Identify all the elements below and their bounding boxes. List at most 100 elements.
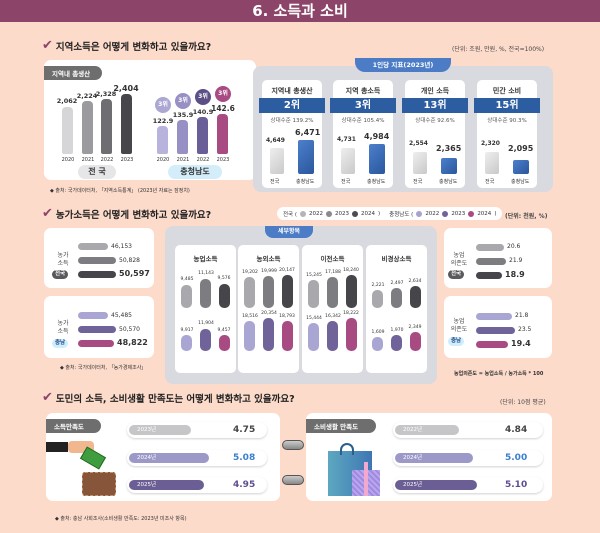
hbar-value: 18.9: [505, 270, 525, 279]
national-value: 2,554: [409, 140, 428, 147]
hbar-value: 50,570: [119, 326, 140, 333]
dependency-label: 농업 의존도: [450, 252, 468, 267]
detail-value: 1,970: [390, 328, 404, 333]
relative-level: 상대수준 92.6%: [415, 118, 455, 124]
detail-card-title: 농외소득: [256, 255, 281, 263]
detail-value: 18,240: [343, 268, 359, 273]
chungnam-value: 2,365: [436, 144, 462, 153]
section2-source: ◆ 출처: 국가데이터처, 「농가경제조사」: [60, 365, 147, 371]
hbar: [476, 327, 515, 334]
detail-card-title: 이전소득: [320, 255, 345, 263]
year-label: 2022: [100, 157, 114, 163]
detail-value: 9,576: [217, 276, 231, 281]
dependency-formula: 농업의존도 = 농업소득 / 농가소득 * 100: [454, 371, 544, 377]
detail-card: 비경상소득 2,221 2,497 2,634 1,609 1,970 2,34…: [366, 245, 427, 373]
detail-value: 15,444: [306, 316, 322, 321]
hbar: [78, 271, 116, 278]
detail-value: 18,793: [279, 314, 295, 319]
hbar: [476, 272, 502, 279]
sat-value: 4.84: [505, 425, 528, 435]
national-value: 4,649: [266, 137, 285, 144]
legend-dot-icon: [300, 210, 307, 217]
sat-value: 5.10: [505, 480, 528, 490]
nat-grdp-bar: [62, 107, 73, 154]
detail-value: 2,634: [408, 279, 422, 284]
nat-grdp-bar: [101, 99, 112, 154]
detail-value: 9,485: [180, 277, 194, 282]
rank-badge: 3위: [155, 97, 171, 113]
national-value: 4,731: [337, 136, 356, 143]
national-caption: 전국: [413, 179, 423, 185]
cn-grdp-bar: [157, 126, 168, 154]
hbar-value: 21.9: [509, 257, 523, 264]
nat-grdp-value: 2,224: [76, 92, 98, 100]
nat-grdp-bar: [121, 94, 132, 154]
chungnam-tag: 충남: [52, 339, 69, 348]
chungnam-caption: 충청남도: [367, 179, 386, 185]
detail-card: 농업소득 9,485 11,143 9,576 9,917 11,904 9,4…: [175, 245, 236, 373]
rank-bar: 13위: [402, 98, 468, 113]
year-label: 2021: [176, 157, 190, 163]
detail-bar: [263, 276, 274, 308]
detail-value: 2,497: [390, 281, 404, 286]
detail-value: 11,143: [198, 271, 214, 276]
detail-value: 16,342: [325, 314, 341, 319]
detail-card: 농외소득 19,202 19,999 20,147 18,516 20,354 …: [238, 245, 299, 373]
detail-value: 2,221: [371, 283, 385, 288]
sat-year-bar: 2025년: [129, 480, 204, 490]
chungnam-caption: 충청남도: [296, 179, 315, 185]
chungnam-cube-icon: [441, 158, 457, 174]
cn-grdp-value: 140.9: [192, 108, 214, 116]
rank-badge: 3위: [215, 86, 231, 102]
national-caption: 전국: [485, 179, 495, 185]
farm-income-label: 농가 소득: [57, 252, 69, 267]
national-tag: 전국: [448, 270, 465, 279]
rank-bar: 3위: [330, 98, 396, 113]
detail-card-title: 농업소득: [193, 255, 218, 263]
detail-bar: [263, 318, 274, 351]
detail-bar: [282, 275, 293, 308]
hbar-value: 50,828: [119, 257, 140, 264]
year-label: 2020: [61, 157, 75, 163]
detail-bar: [200, 279, 211, 308]
sat-year-bar: 2023년: [129, 425, 191, 435]
national-caption: 전국: [270, 179, 280, 185]
chungnam-value: 2,095: [508, 144, 534, 153]
relative-level: 상대수준 105.4%: [341, 118, 385, 124]
detail-value: 19,999: [261, 269, 277, 274]
hbar: [78, 243, 108, 250]
section1-question: ✔ 지역소득은 어떻게 변화하고 있을까요?: [42, 38, 212, 53]
national-cube-icon: [413, 152, 427, 174]
detail-bar: [308, 280, 319, 308]
detail-bar: [219, 284, 230, 308]
legend-paren: ): [378, 210, 381, 217]
legend-dot-icon: [468, 210, 475, 217]
detail-bar: [327, 277, 338, 308]
detail-bar: [308, 323, 319, 351]
detail-bar: [346, 275, 357, 308]
national-tag: 전국: [52, 270, 69, 279]
card-title: 지역 총소득: [345, 87, 381, 95]
hbar-value: 45,485: [111, 312, 132, 319]
nat-grdp-value: 2,404: [113, 84, 139, 93]
hbar: [78, 326, 116, 333]
legend-national: 전국 (: [283, 211, 298, 218]
year-label: 2022: [196, 157, 210, 163]
detail-bar: [410, 332, 421, 351]
chungnam-tag: 충남: [448, 337, 465, 346]
cn-grdp-bar: [217, 114, 228, 154]
hbar: [476, 313, 512, 320]
sat-value: 5.08: [233, 453, 256, 463]
detail-bar: [219, 335, 230, 351]
hbar: [78, 257, 116, 264]
sat-value: 4.75: [233, 425, 256, 435]
per-capita-title: 1인당 지표(2023년): [355, 58, 451, 72]
chungnam-cube-icon: [298, 140, 314, 174]
cn-grdp-value: 122.9: [152, 117, 174, 125]
legend-dot-icon: [442, 210, 449, 217]
national-cube-icon: [485, 152, 499, 174]
nat-grdp-value: 2,062: [56, 97, 78, 105]
hbar: [476, 244, 504, 251]
card-title: 개인 소득: [420, 87, 450, 95]
bag-handle-icon: [340, 443, 354, 455]
